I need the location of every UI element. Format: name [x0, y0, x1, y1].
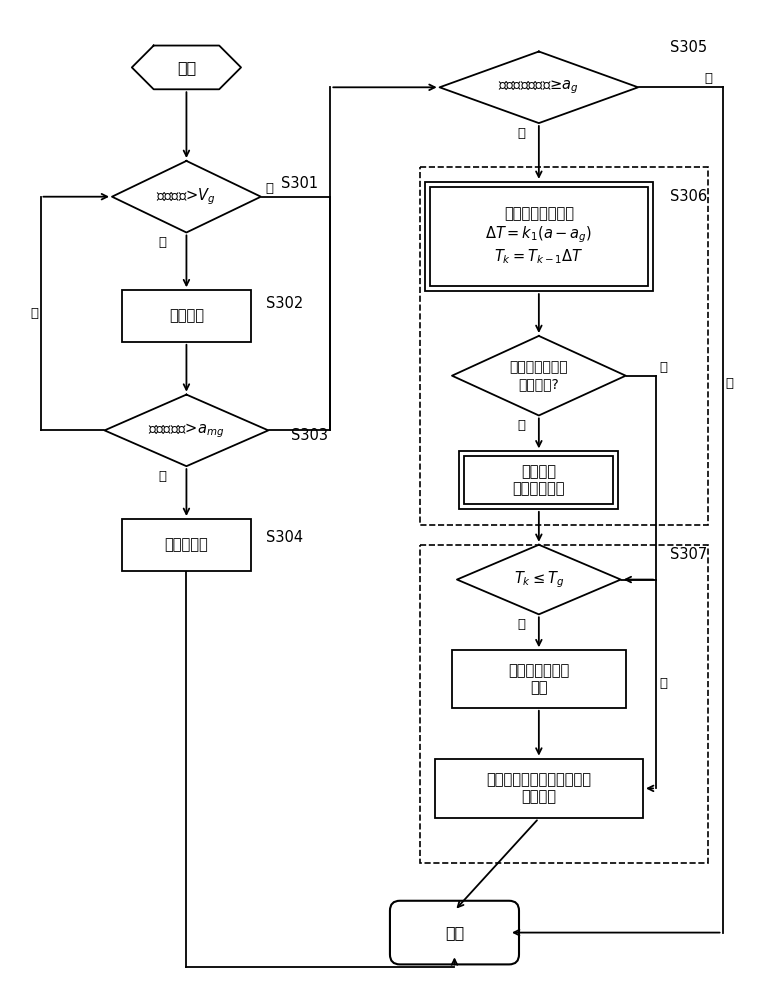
- Bar: [435, 759, 643, 818]
- Bar: [430, 187, 648, 286]
- Text: 蠕滑速度变化率
达到峰值?: 蠕滑速度变化率 达到峰值?: [509, 361, 568, 391]
- Text: 蠕滑速度变化率≥$a_g$: 蠕滑速度变化率≥$a_g$: [499, 79, 579, 96]
- Text: 蠕滑速度>$V_g$: 蠕滑速度>$V_g$: [157, 186, 216, 207]
- Polygon shape: [452, 336, 626, 415]
- Text: 加速度保护: 加速度保护: [164, 537, 208, 552]
- Polygon shape: [112, 161, 261, 232]
- Bar: [464, 456, 614, 504]
- Text: 开始: 开始: [177, 60, 196, 75]
- Bar: [122, 519, 251, 571]
- Polygon shape: [440, 52, 638, 123]
- Text: S306: S306: [670, 189, 707, 204]
- Text: 否: 否: [31, 307, 38, 320]
- Polygon shape: [132, 46, 241, 89]
- Text: 否: 否: [659, 361, 667, 374]
- Bar: [420, 545, 708, 863]
- Bar: [460, 451, 618, 509]
- Text: 是: 是: [517, 127, 525, 140]
- Text: 否: 否: [266, 182, 274, 195]
- Text: 是: 是: [158, 470, 167, 483]
- Text: 停止卸载
延时一段时间: 停止卸载 延时一段时间: [513, 464, 565, 496]
- Polygon shape: [105, 395, 269, 466]
- Text: 力矩以第一速率
恢复: 力矩以第一速率 恢复: [508, 663, 569, 695]
- Bar: [452, 650, 626, 708]
- Text: 力矩以小于第一速率的第二
速率恢复: 力矩以小于第一速率的第二 速率恢复: [487, 772, 591, 805]
- Bar: [122, 290, 251, 342]
- Text: S305: S305: [670, 40, 707, 55]
- Text: 否: 否: [659, 677, 667, 690]
- Text: 是: 是: [517, 618, 525, 631]
- Text: S301: S301: [281, 176, 318, 191]
- Text: 否: 否: [725, 377, 734, 390]
- Text: 否: 否: [705, 72, 713, 85]
- Text: S307: S307: [670, 547, 707, 562]
- FancyBboxPatch shape: [390, 901, 519, 964]
- Polygon shape: [457, 545, 620, 614]
- Text: $T_k \leq T_g$: $T_k \leq T_g$: [514, 569, 564, 590]
- Text: 蠕滑保护: 蠕滑保护: [169, 309, 204, 324]
- Text: 结束: 结束: [445, 925, 464, 940]
- Text: S304: S304: [266, 530, 303, 545]
- Bar: [420, 167, 708, 525]
- Bar: [425, 182, 653, 291]
- Text: S303: S303: [291, 428, 327, 443]
- Text: 是: 是: [517, 419, 525, 432]
- Text: 空转滑行保护卸载
$\Delta T=k_1(a-a_g)$
$T_k=T_{k-1}\Delta T$: 空转滑行保护卸载 $\Delta T=k_1(a-a_g)$ $T_k=T_{k…: [485, 207, 592, 266]
- Text: 轮对加速度>$a_{mg}$: 轮对加速度>$a_{mg}$: [148, 421, 225, 440]
- Text: S302: S302: [266, 296, 303, 311]
- Text: 是: 是: [158, 236, 167, 249]
